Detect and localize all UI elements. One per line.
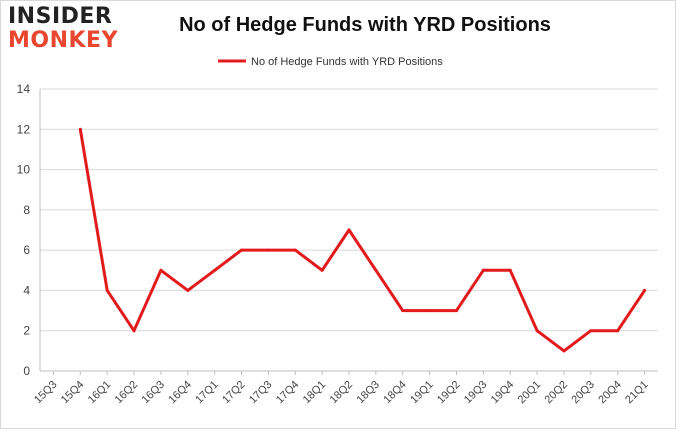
x-tick-label: 17Q3 [247, 379, 275, 407]
y-tick-label: 6 [23, 243, 30, 257]
insider-monkey-logo: INSIDER MONKEY [8, 6, 118, 52]
logo-line-2: MONKEY [8, 28, 119, 53]
x-tick-label: 16Q3 [140, 379, 168, 407]
logo-line-1: INSIDER [8, 4, 113, 29]
data-point [401, 309, 405, 313]
y-tick-label: 14 [17, 82, 31, 96]
x-tick-label: 20Q3 [569, 379, 597, 407]
x-tick-label: 15Q3 [32, 379, 60, 407]
data-point [293, 248, 297, 252]
data-point [428, 309, 432, 313]
x-tick-label: 16Q1 [86, 379, 114, 407]
data-point [347, 228, 351, 232]
x-tick-label: 18Q3 [354, 379, 382, 407]
data-point [589, 329, 593, 333]
data-point [159, 268, 163, 272]
y-tick-label: 8 [23, 203, 30, 217]
data-point [266, 248, 270, 252]
x-tick-label: 17Q1 [193, 379, 221, 407]
x-tick-label: 18Q1 [301, 379, 329, 407]
data-point [562, 349, 566, 353]
y-tick-labels: 0 2 4 6 8 10 12 14 [17, 82, 31, 378]
data-point [105, 288, 109, 292]
data-point [616, 329, 620, 333]
x-tick-label: 17Q4 [274, 379, 302, 407]
y-tick-label: 10 [17, 163, 31, 177]
x-tick-label: 18Q2 [328, 379, 356, 407]
data-point [78, 127, 82, 131]
x-tick-label: 20Q4 [596, 379, 624, 407]
x-tick-label: 19Q4 [489, 379, 517, 407]
x-tick-label: 20Q1 [516, 379, 544, 407]
data-point [535, 329, 539, 333]
x-tick-label: 20Q2 [543, 379, 571, 407]
data-point [186, 288, 190, 292]
x-tick-label: 19Q2 [435, 379, 463, 407]
grid-lines [40, 88, 658, 332]
data-point [455, 309, 458, 313]
data-point [132, 329, 136, 333]
x-tick-label: 17Q2 [220, 379, 248, 407]
data-point [213, 268, 217, 272]
data-point [481, 268, 485, 272]
y-tick-label: 2 [23, 324, 30, 338]
x-tick-label: 21Q1 [623, 379, 651, 407]
x-tick-label: 16Q4 [166, 379, 194, 407]
data-point [508, 268, 512, 272]
x-tick-label: 16Q2 [113, 379, 141, 407]
y-tick-label: 12 [17, 122, 31, 136]
series-layer [78, 127, 647, 353]
axes [39, 89, 658, 375]
x-tick-labels: 15Q3 15Q4 16Q1 16Q2 16Q3 16Q4 17Q1 17Q2 17Q3 17Q4… [32, 379, 651, 407]
legend: No of Hedge Funds with YRD Positions [218, 56, 443, 68]
data-point [643, 288, 647, 292]
data-point [240, 248, 243, 252]
data-point [374, 268, 378, 272]
x-tick-label: 19Q3 [462, 379, 490, 407]
x-tick-label: 15Q4 [59, 379, 87, 407]
x-tick-label: 18Q4 [381, 379, 409, 407]
x-tick-label: 19Q1 [408, 379, 436, 407]
data-point [320, 268, 324, 272]
chart-title: No of Hedge Funds with YRD Positions [179, 14, 551, 36]
series-line [78, 129, 646, 353]
y-tick-label: 4 [23, 283, 30, 297]
y-tick-label: 0 [23, 364, 30, 378]
legend-label: No of Hedge Funds with YRD Positions [251, 56, 443, 68]
